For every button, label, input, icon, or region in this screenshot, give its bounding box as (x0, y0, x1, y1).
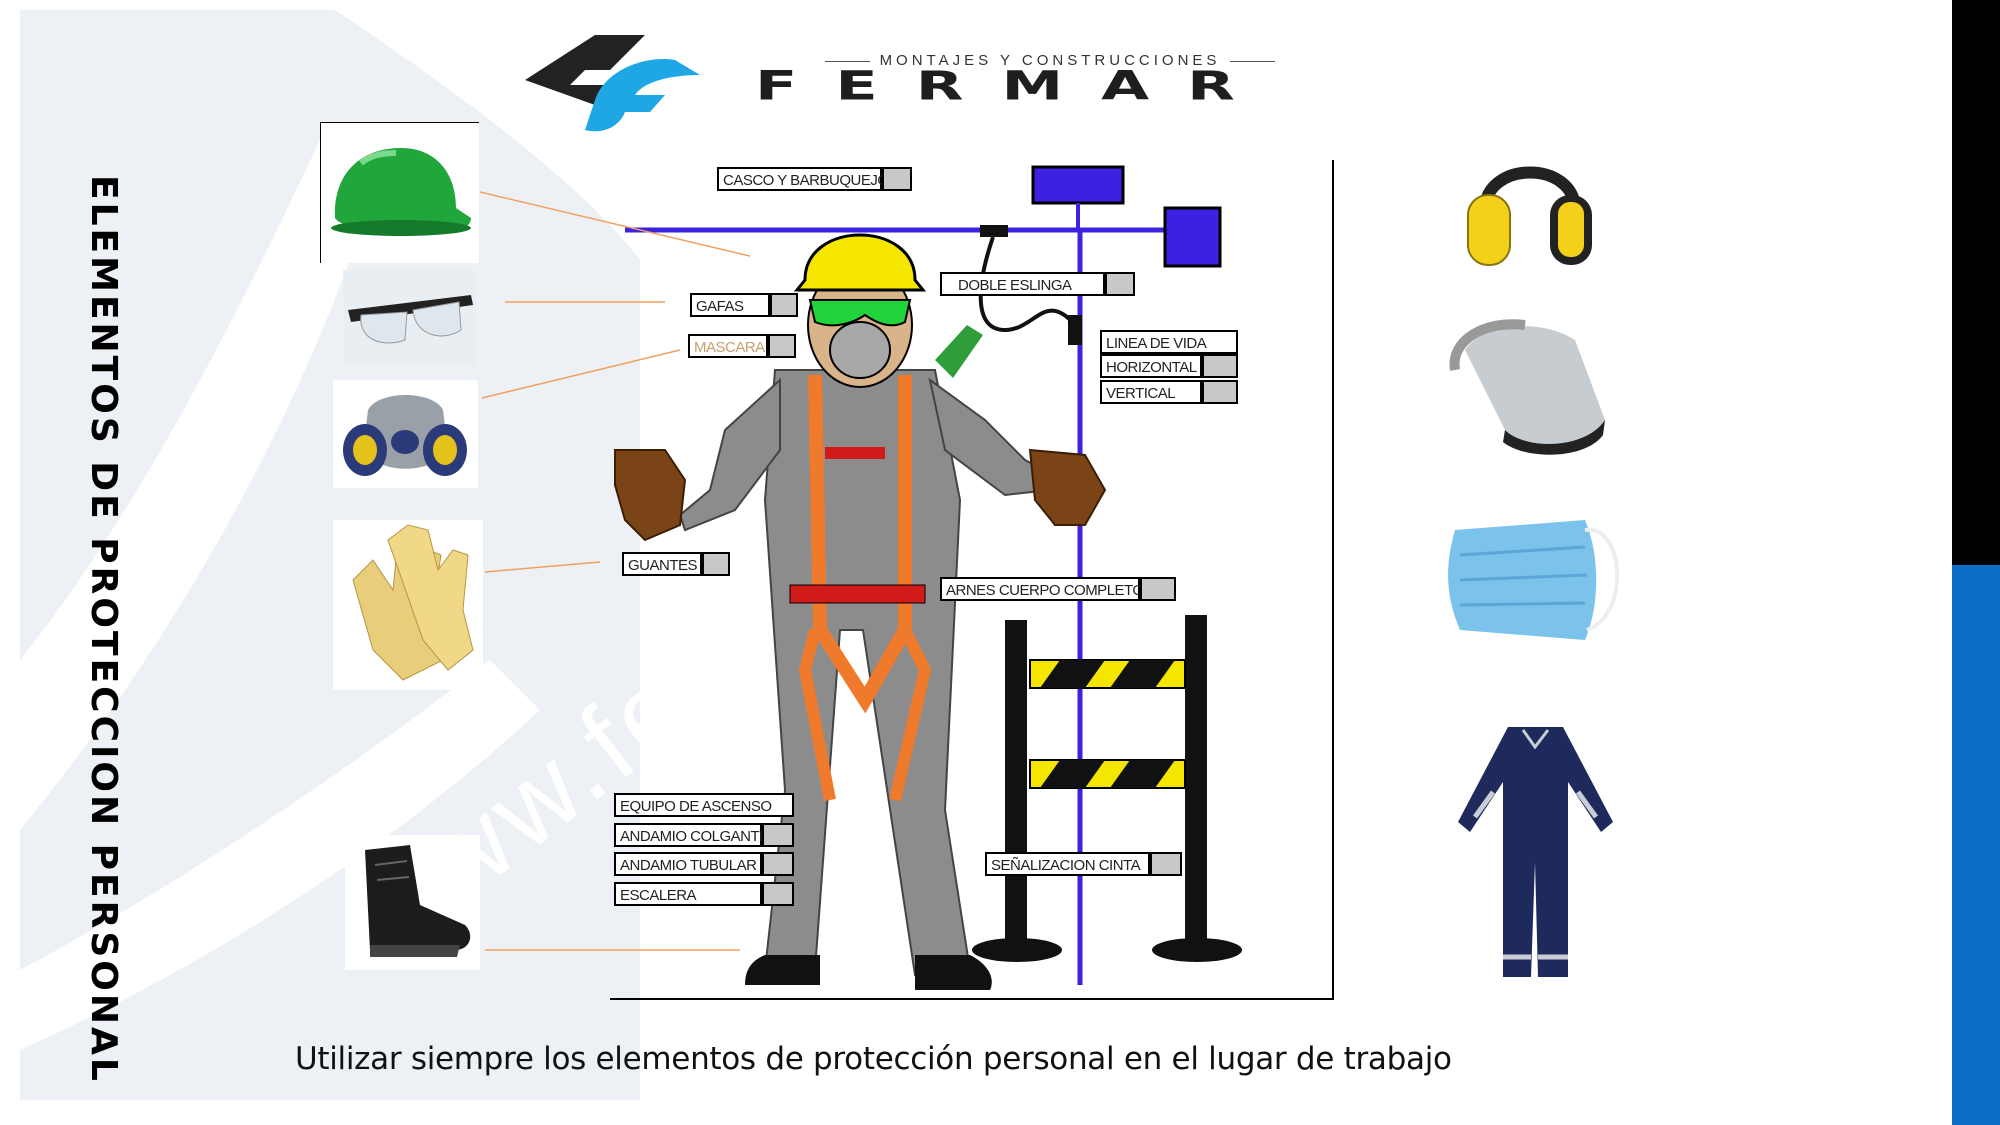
checkbox-andamio-colgante[interactable] (762, 823, 794, 847)
label-horizontal: HORIZONTAL (1100, 354, 1202, 378)
checkbox-gafas[interactable] (770, 293, 798, 317)
worker-diagram (614, 165, 1242, 990)
label-casco: CASCO Y BARBUQUEJO (717, 167, 889, 191)
label-mascara: MASCARA (688, 334, 768, 358)
checkbox-horizontal[interactable] (1202, 354, 1238, 378)
diagram-frame (610, 160, 1334, 1000)
surgical-mask-icon (1448, 520, 1620, 640)
checkbox-mascara[interactable] (768, 334, 796, 358)
coverall-icon (1458, 727, 1613, 977)
side-bar-blue (1952, 565, 2000, 1125)
ear-muff-icon (1467, 166, 1592, 266)
label-equipo-ascenso: EQUIPO DE ASCENSO (614, 793, 794, 817)
checkbox-doble-eslinga[interactable] (1105, 272, 1135, 296)
pointer-lines (479, 191, 750, 951)
checkbox-arnes[interactable] (1140, 577, 1176, 601)
face-shield-icon (1449, 319, 1605, 455)
label-andamio-tubular: ANDAMIO TUBULAR (614, 852, 762, 876)
leather-gloves-icon (333, 520, 483, 690)
checkbox-escalera[interactable] (762, 882, 794, 906)
logo-subtitle: MONTAJES Y CONSTRUCCIONES (770, 52, 1330, 69)
caption-text: Utilizar siempre los elementos de protec… (295, 1041, 1452, 1077)
safety-glasses-icon (343, 270, 476, 366)
checkbox-andamio-tubular[interactable] (762, 852, 794, 876)
label-guantes: GUANTES (622, 552, 702, 576)
caution-tape-bottom (1029, 759, 1186, 789)
safety-boot-icon (345, 835, 480, 970)
label-linea-de-vida: LINEA DE VIDA (1100, 330, 1238, 354)
label-vertical: VERTICAL (1100, 380, 1202, 404)
side-bar-black (1952, 0, 2000, 565)
label-arnes: ARNES CUERPO COMPLETO (940, 577, 1144, 601)
label-escalera: ESCALERA (614, 882, 762, 906)
checkbox-guantes[interactable] (702, 552, 730, 576)
background-panel (20, 10, 640, 1100)
label-doble-eslinga: DOBLE ESLINGA (940, 272, 1105, 296)
fermar-logo-icon (525, 35, 700, 132)
checkbox-senalizacion[interactable] (1150, 852, 1182, 876)
checkbox-casco[interactable] (882, 167, 912, 191)
logo-name: FERMAR (755, 62, 1273, 110)
helmet-icon (320, 122, 479, 263)
caution-tape-top (1029, 659, 1186, 689)
page-title: ELEMENTOS DE PROTECCION PERSONAL (83, 175, 124, 1084)
label-gafas: GAFAS (690, 293, 770, 317)
label-senalizacion: SEÑALIZACION CINTA (985, 852, 1150, 876)
checkbox-vertical[interactable] (1202, 380, 1238, 404)
half-face-respirator-icon (333, 380, 478, 488)
label-andamio-colgante: ANDAMIO COLGANTE (614, 823, 769, 847)
